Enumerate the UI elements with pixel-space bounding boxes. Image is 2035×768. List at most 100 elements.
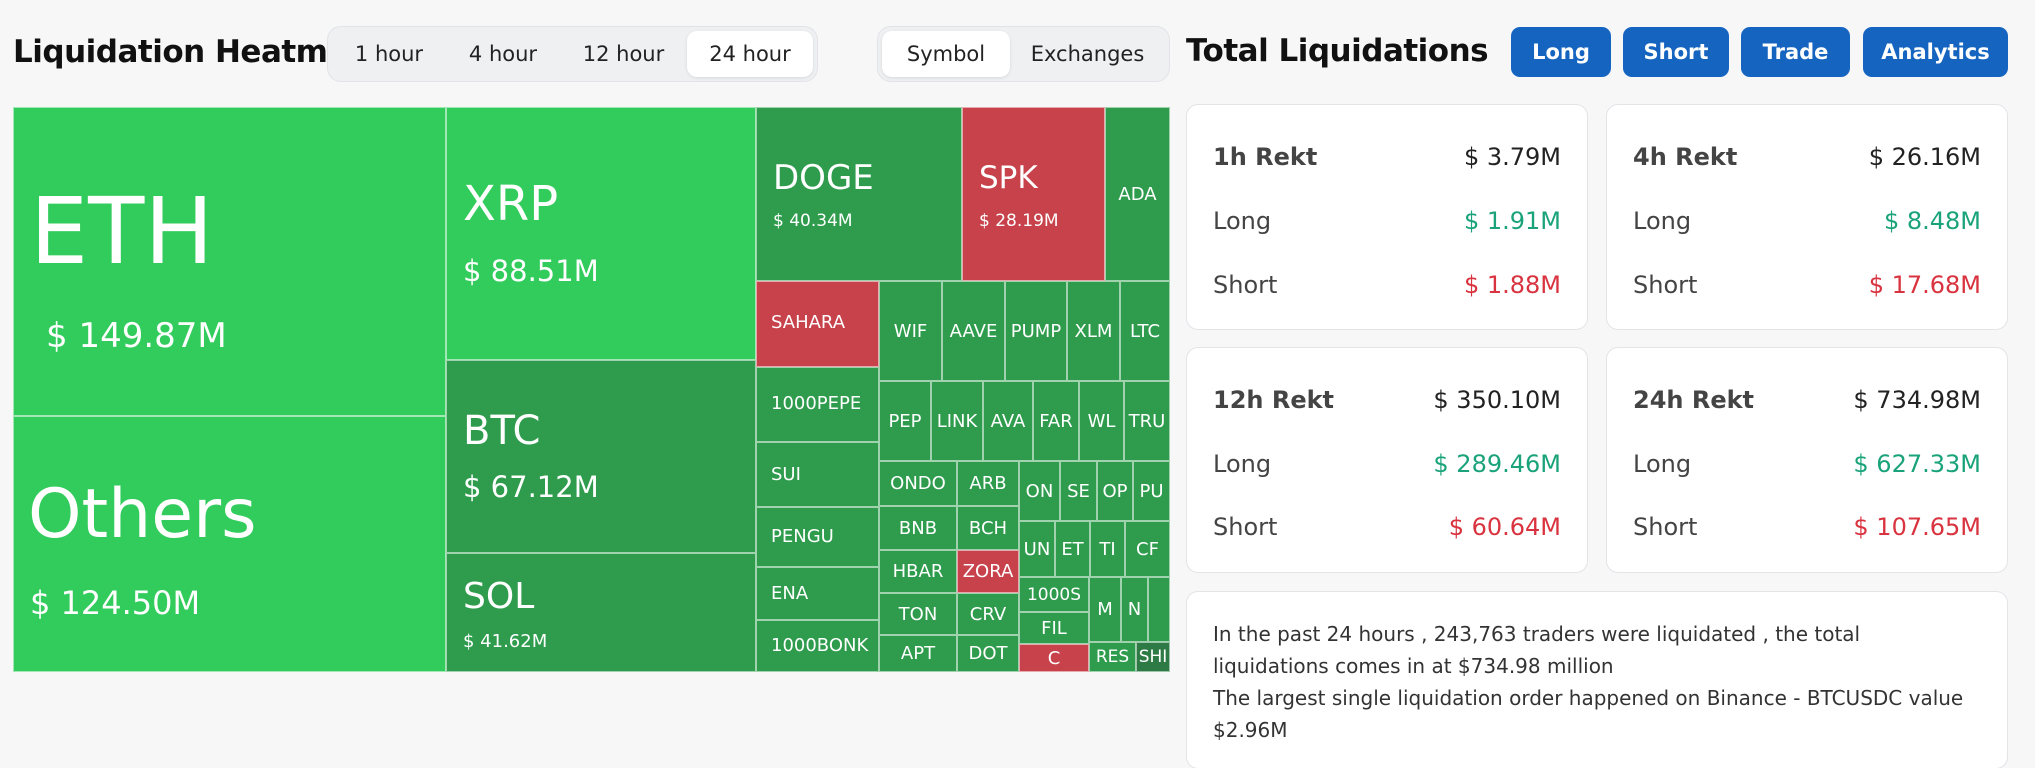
tile-value: $ 41.62M: [463, 631, 548, 652]
tile-doge[interactable]: DOGE $ 40.34M: [756, 107, 962, 281]
tile-symbol: 1000BONK: [771, 635, 869, 656]
analytics-button[interactable]: Analytics: [1863, 27, 2008, 77]
tile-symbol: FIL: [1041, 617, 1067, 639]
card-12h-rekt: 12h Rekt $ 350.10M Long $ 289.46M Short …: [1186, 347, 1588, 573]
tile-link[interactable]: LINK: [931, 381, 983, 461]
tile-dot[interactable]: DOT: [957, 635, 1019, 672]
tile-symbol: SPK: [979, 160, 1038, 196]
tile-sahara[interactable]: SAHARA: [756, 281, 879, 367]
tile-et[interactable]: ET: [1055, 521, 1090, 577]
tile-1000s[interactable]: 1000S: [1019, 577, 1089, 612]
tile-crv[interactable]: CRV: [957, 593, 1019, 635]
tile-1000pepe[interactable]: 1000PEPE: [756, 367, 879, 442]
tile-se[interactable]: SE: [1060, 461, 1097, 521]
tile-apt[interactable]: APT: [879, 635, 957, 672]
tab-4-hour[interactable]: 4 hour: [468, 42, 538, 66]
tile-eth[interactable]: ETH $ 149.87M: [13, 107, 446, 416]
tile-symbol: ETH: [30, 178, 214, 285]
tile-symbol: M: [1097, 599, 1113, 620]
tile-zora[interactable]: ZORA: [957, 550, 1019, 593]
tile-symbol: PU: [1139, 480, 1164, 502]
time-range-selector: 1 hour 4 hour 12 hour 24 hour: [327, 26, 818, 82]
tile-symbol: BTC: [463, 408, 541, 454]
card-total: $ 26.16M: [1868, 143, 1981, 171]
short-value: $ 1.88M: [1463, 271, 1561, 299]
tile-pump[interactable]: PUMP: [1005, 281, 1067, 381]
short-button[interactable]: Short: [1623, 27, 1729, 77]
tile-ltc[interactable]: LTC: [1120, 281, 1170, 381]
tile-symbol: AVA: [990, 410, 1026, 432]
tile-symbol: SHI: [1138, 647, 1168, 667]
tile-misc[interactable]: [1148, 577, 1170, 642]
tile-on[interactable]: ON: [1019, 461, 1060, 521]
tile-ton[interactable]: TON: [879, 593, 957, 635]
tab-24-hour[interactable]: 24 hour: [687, 31, 813, 77]
tab-1-hour[interactable]: 1 hour: [354, 42, 424, 66]
tile-symbol: CF: [1136, 538, 1159, 560]
tile-un[interactable]: UN: [1019, 521, 1055, 577]
liquidation-summary: In the past 24 hours , 243,763 traders w…: [1186, 591, 2008, 768]
tile-symbol: DOT: [968, 643, 1008, 664]
tile-ondo[interactable]: ONDO: [879, 461, 957, 506]
tile-ena[interactable]: ENA: [756, 567, 879, 620]
long-label: Long: [1213, 450, 1272, 478]
tile-symbol: SUI: [771, 464, 801, 485]
tile-symbol: WIF: [893, 320, 928, 342]
trade-button[interactable]: Trade: [1741, 27, 1850, 77]
tile-fil[interactable]: FIL: [1019, 612, 1089, 644]
tile-n[interactable]: N: [1121, 577, 1148, 642]
tile-wl[interactable]: WL: [1079, 381, 1124, 461]
tile-far[interactable]: FAR: [1033, 381, 1079, 461]
tile-ava[interactable]: AVA: [983, 381, 1033, 461]
tile-xrp[interactable]: XRP $ 88.51M: [446, 107, 756, 360]
tile-arb[interactable]: ARB: [957, 461, 1019, 506]
short-label: Short: [1213, 271, 1278, 299]
tile-symbol: TON: [898, 603, 938, 625]
tile-pu[interactable]: PU: [1133, 461, 1170, 521]
tab-symbol[interactable]: Symbol: [882, 31, 1010, 77]
tile-symbol: ONDO: [890, 473, 946, 494]
tile-bch[interactable]: BCH: [957, 506, 1019, 550]
tile-bnb[interactable]: BNB: [879, 506, 957, 550]
tile-ti[interactable]: TI: [1090, 521, 1125, 577]
tile-btc[interactable]: BTC $ 67.12M: [446, 360, 756, 553]
tile-sol[interactable]: SOL $ 41.62M: [446, 553, 756, 672]
tile-cf[interactable]: CF: [1125, 521, 1170, 577]
card-1h-rekt: 1h Rekt $ 3.79M Long $ 1.91M Short $ 1.8…: [1186, 104, 1588, 330]
tile-others[interactable]: Others $ 124.50M: [13, 416, 446, 672]
tile-ada[interactable]: ADA: [1105, 107, 1170, 281]
tile-tru[interactable]: TRU: [1124, 381, 1170, 461]
tile-m[interactable]: M: [1089, 577, 1121, 642]
tile-hbar[interactable]: HBAR: [879, 550, 957, 593]
tile-symbol: ENA: [771, 583, 809, 604]
tile-pengu[interactable]: PENGU: [756, 507, 879, 567]
long-label: Long: [1633, 207, 1692, 235]
tile-sui[interactable]: SUI: [756, 442, 879, 507]
tile-value: $ 88.51M: [463, 254, 599, 288]
tile-op[interactable]: OP: [1097, 461, 1133, 521]
tile-symbol: SE: [1067, 480, 1090, 502]
tile-symbol: HBAR: [892, 561, 944, 582]
tile-1000bonk[interactable]: 1000BONK: [756, 620, 879, 672]
long-value: $ 1.91M: [1463, 207, 1561, 235]
tile-symbol: WL: [1087, 410, 1116, 432]
tile-pep[interactable]: PEP: [879, 381, 931, 461]
long-value: $ 627.33M: [1853, 450, 1981, 478]
tile-shi[interactable]: SHI: [1136, 642, 1170, 672]
tile-res[interactable]: RES: [1089, 642, 1136, 672]
tab-12-hour[interactable]: 12 hour: [582, 42, 665, 66]
card-24h-rekt: 24h Rekt $ 734.98M Long $ 627.33M Short …: [1606, 347, 2008, 573]
tile-xlm[interactable]: XLM: [1067, 281, 1120, 381]
tile-symbol: FAR: [1039, 410, 1073, 432]
tile-wif[interactable]: WIF: [879, 281, 942, 381]
tile-c[interactable]: C: [1019, 644, 1089, 672]
tile-symbol: TRU: [1128, 410, 1166, 432]
tile-symbol: Others: [28, 475, 257, 554]
tile-symbol: XLM: [1074, 320, 1113, 342]
tile-spk[interactable]: SPK $ 28.19M: [962, 107, 1105, 281]
tile-symbol: ADA: [1118, 183, 1157, 205]
tile-symbol: CRV: [969, 603, 1007, 625]
tab-exchanges[interactable]: Exchanges: [1030, 42, 1145, 66]
tile-aave[interactable]: AAVE: [942, 281, 1005, 381]
long-button[interactable]: Long: [1511, 27, 1611, 77]
